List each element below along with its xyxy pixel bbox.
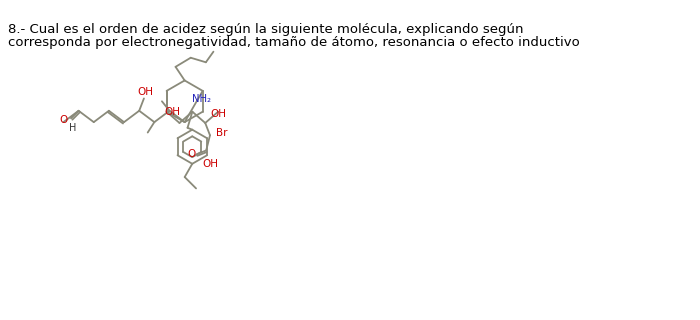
Text: H: H (69, 123, 76, 133)
Text: 8.- Cual es el orden de acidez según la siguiente molécula, explicando según: 8.- Cual es el orden de acidez según la … (8, 23, 523, 36)
Text: O: O (187, 149, 195, 159)
Text: NH₂: NH₂ (193, 94, 211, 104)
Text: corresponda por electronegatividad, tamaño de átomo, resonancia o efecto inducti: corresponda por electronegatividad, tama… (8, 36, 580, 49)
Text: OH: OH (138, 87, 154, 97)
Text: OH: OH (165, 107, 181, 116)
Text: OH: OH (211, 108, 227, 118)
Text: OH: OH (202, 159, 218, 169)
Text: Br: Br (216, 128, 227, 138)
Text: O: O (60, 115, 68, 125)
